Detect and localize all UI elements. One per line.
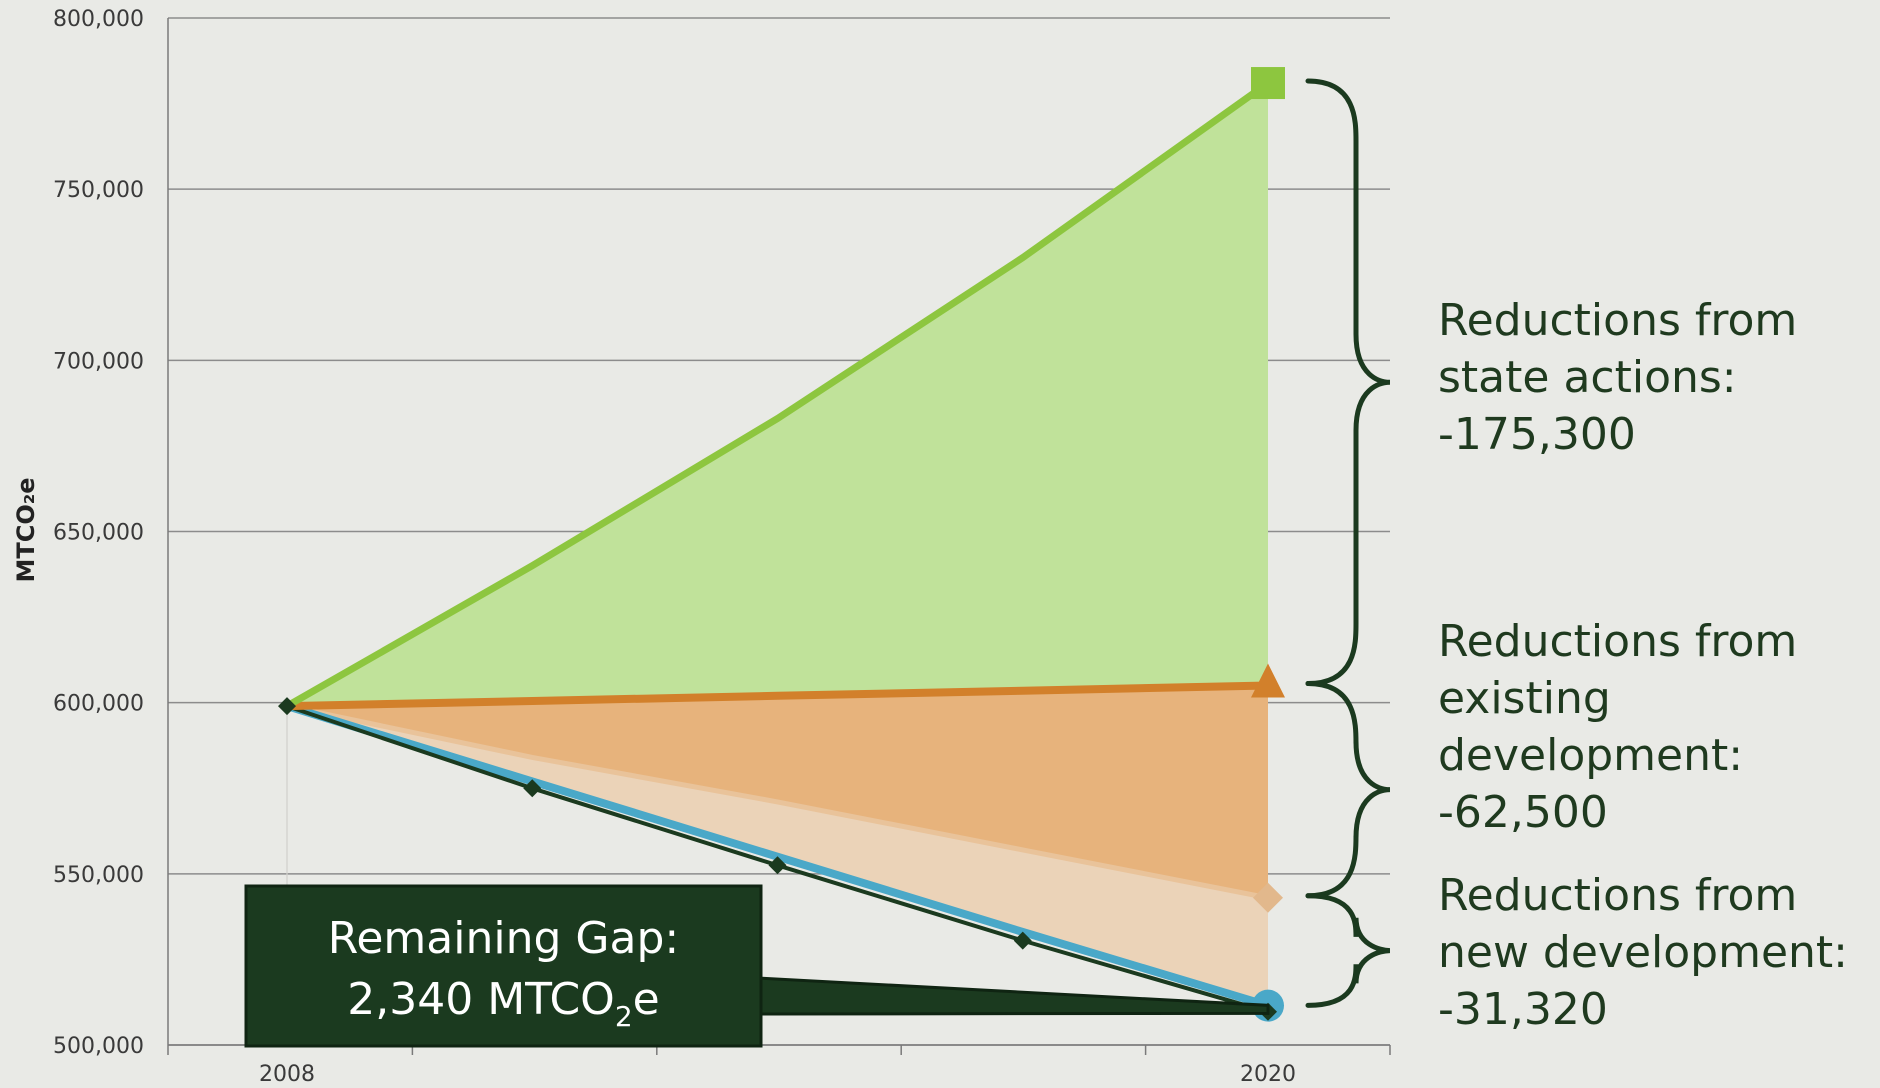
annotation-existing-line-1: existing — [1438, 673, 1611, 724]
annotation-new-line-2: -31,320 — [1438, 984, 1608, 1035]
callout-subscript: 2 — [615, 1000, 633, 1033]
marker-green-square — [1251, 67, 1285, 100]
x-tick-label-2008: 2008 — [259, 1062, 315, 1087]
brace-new — [1305, 893, 1391, 1008]
brace-state — [1305, 78, 1391, 687]
line-green — [285, 80, 1271, 710]
y-tick-label-500000: 500,000 — [53, 1034, 144, 1059]
area-state-actions — [287, 83, 1268, 707]
brace-existing — [1305, 681, 1391, 899]
annotation-existing-line-0: Reductions from — [1438, 616, 1797, 667]
annotation-state-line-0: Reductions from — [1438, 295, 1797, 346]
annotation-state-line-2: -175,300 — [1438, 409, 1636, 460]
annotation-brackets — [1305, 78, 1391, 1008]
x-tick-label-2020: 2020 — [1240, 1062, 1296, 1087]
remaining-gap-callout: Remaining Gap: 2,340 MTCO2e — [244, 884, 1270, 1048]
callout-line-2: 2,340 MTCO2e — [347, 974, 659, 1033]
area-existing-development — [287, 685, 1268, 898]
annotation-state-line-1: state actions: — [1438, 352, 1737, 403]
marker-dark-diamond-1 — [523, 779, 542, 798]
line-orange — [286, 681, 1269, 711]
annotation-new-line-0: Reductions from — [1438, 870, 1797, 921]
y-tick-label-600000: 600,000 — [53, 692, 144, 717]
annotation-new-line-1: new development: — [1438, 927, 1848, 978]
callout-box — [244, 884, 763, 1048]
marker-dark-diamond-2 — [768, 856, 787, 875]
marker-dark-diamond-3 — [1013, 931, 1032, 950]
y-tick-label-700000: 700,000 — [53, 349, 144, 374]
callout-suffix: e — [633, 974, 660, 1025]
marker-peach-diamond — [1253, 882, 1283, 913]
y-axis-label: MTCO₂e — [12, 477, 40, 582]
y-tick-label-650000: 650,000 — [53, 521, 144, 546]
annotation-existing-line-2: development: — [1438, 730, 1743, 781]
y-tick-label-800000: 800,000 — [53, 7, 144, 32]
y-tick-label-550000: 550,000 — [53, 863, 144, 888]
callout-value: 2,340 MTCO — [347, 974, 615, 1025]
marker-orange-triangle — [1251, 663, 1285, 698]
y-tick-label-750000: 750,000 — [53, 178, 144, 203]
annotation-existing-line-3: -62,500 — [1438, 787, 1608, 838]
marker-dark-diamond-0 — [278, 697, 296, 716]
annotations: Reductions from state actions: -175,300 Red… — [1438, 295, 1848, 1035]
line-peach — [286, 703, 1269, 901]
callout-line-1: Remaining Gap: — [328, 913, 679, 964]
